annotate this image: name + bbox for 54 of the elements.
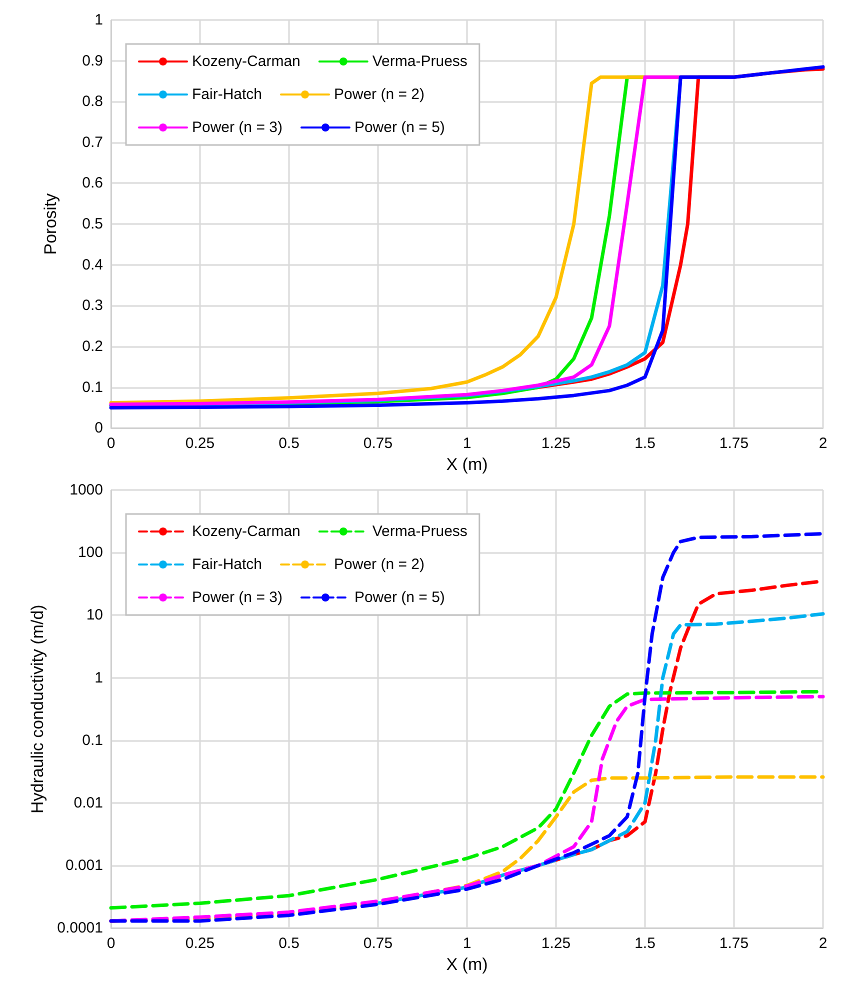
x-tick-label: 1.5 [634, 435, 656, 452]
legend-label: Fair-Hatch [192, 556, 262, 573]
legend-label: Kozeny-Carman [192, 53, 300, 70]
y-tick-label: 0.001 [65, 857, 103, 874]
y-tick-label: 0.1 [82, 732, 103, 749]
legend-label: Power (n = 2) [334, 86, 424, 103]
legend-label: Power (n = 5) [354, 589, 445, 606]
x-tick-label: 0 [106, 435, 116, 452]
legend-label: Power (n = 2) [334, 556, 424, 573]
y-tick-label: 0.0001 [57, 920, 103, 937]
y-tick-label: 0.6 [82, 174, 103, 192]
y-tick-label: 0 [94, 420, 103, 437]
x-tick-label: 2 [818, 935, 828, 952]
x-tick-label: 0.25 [185, 935, 215, 952]
x-tick-label: 1.5 [634, 935, 656, 952]
y-axis-title: Hydraulic conductivity (m/d) [28, 604, 48, 814]
x-tick-label: 0 [106, 935, 116, 952]
legend-label: Fair-Hatch [192, 86, 262, 103]
y-tick-label: 0.3 [82, 297, 103, 314]
x-tick-label: 1.75 [719, 935, 749, 952]
x-tick-label: 1 [462, 435, 472, 452]
y-tick-label: 1 [94, 12, 103, 28]
legend-label: Power (n = 5) [354, 119, 445, 136]
legend-label: Power (n = 3) [192, 119, 282, 136]
y-tick-label: 100 [78, 544, 103, 562]
legend-label: Kozeny-Carman [192, 523, 300, 540]
x-tick-label: 0.5 [278, 935, 300, 952]
x-axis-title: X (m) [446, 455, 488, 474]
x-tick-label: 0.75 [363, 935, 393, 952]
legend-label: Verma-Pruess [372, 523, 468, 540]
y-tick-label: 0.4 [82, 256, 103, 274]
x-tick-label: 2 [818, 435, 828, 452]
y-tick-label: 1 [94, 669, 103, 686]
x-tick-label: 0.5 [278, 435, 300, 452]
y-tick-label: 0.5 [82, 216, 103, 233]
x-tick-label: 1.75 [719, 435, 749, 452]
y-axis-title: Porosity [41, 192, 60, 255]
y-tick-label: 0.2 [82, 338, 103, 355]
x-tick-label: 1.25 [541, 435, 571, 452]
y-tick-label: 0.7 [82, 134, 103, 151]
legend-label: Power (n = 3) [192, 589, 282, 606]
y-tick-label: 0.9 [82, 52, 103, 70]
x-tick-label: 0.25 [185, 435, 215, 452]
y-tick-label: 1000 [70, 482, 103, 498]
x-axis-title: X (m) [446, 955, 488, 974]
y-tick-label: 0.01 [74, 794, 103, 812]
x-tick-label: 0.75 [363, 435, 393, 452]
y-tick-label: 10 [86, 606, 103, 624]
x-tick-label: 1 [462, 935, 472, 952]
legend-label: Verma-Pruess [372, 53, 468, 70]
x-tick-label: 1.25 [541, 935, 571, 952]
line-series [376, 612, 825, 905]
y-tick-label: 0.1 [82, 378, 103, 396]
y-tick-label: 0.8 [82, 93, 103, 110]
